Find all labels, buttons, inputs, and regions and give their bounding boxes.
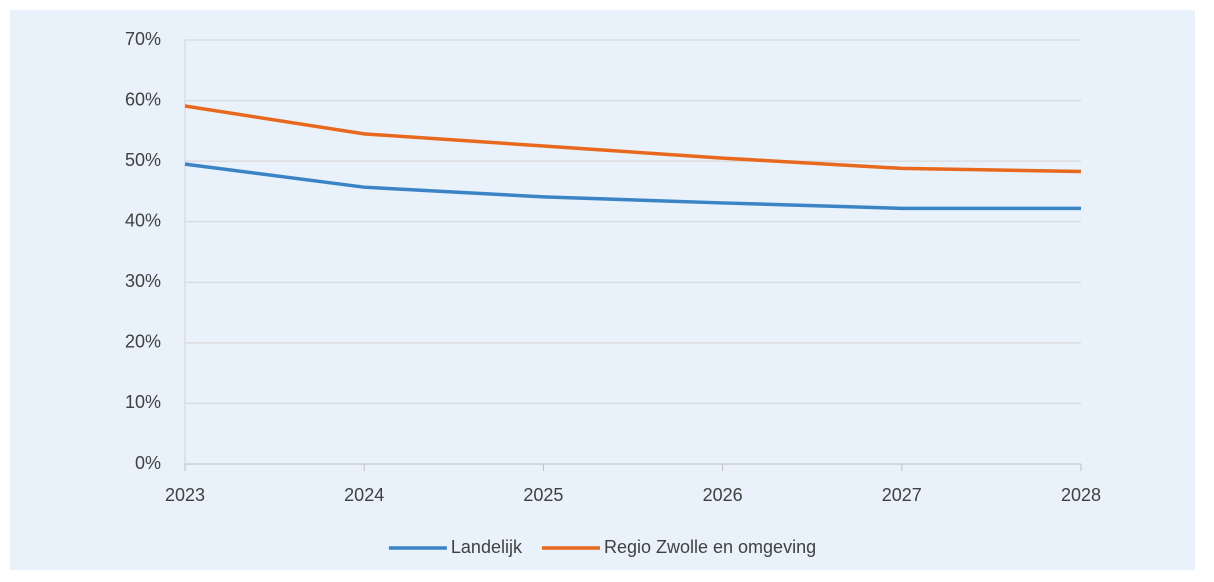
x-tick-label: 2023 <box>165 485 205 505</box>
y-tick-label: 70% <box>125 29 161 49</box>
x-tick-label: 2024 <box>344 485 384 505</box>
legend-label: Regio Zwolle en omgeving <box>604 537 816 557</box>
y-tick-label: 0% <box>135 453 161 473</box>
y-tick-label: 30% <box>125 271 161 291</box>
x-tick-label: 2025 <box>523 485 563 505</box>
legend-label: Landelijk <box>451 537 523 557</box>
series-line <box>184 104 1082 174</box>
y-tick-label: 20% <box>125 332 161 352</box>
x-tick-label: 2027 <box>882 485 922 505</box>
y-tick-label: 60% <box>125 89 161 109</box>
chart-background <box>10 10 1195 570</box>
x-tick-label: 2026 <box>703 485 743 505</box>
y-tick-label: 10% <box>125 392 161 412</box>
y-tick-label: 50% <box>125 150 161 170</box>
x-tick-label: 2028 <box>1061 485 1101 505</box>
series-line <box>184 162 1081 211</box>
y-tick-label: 40% <box>125 210 161 230</box>
